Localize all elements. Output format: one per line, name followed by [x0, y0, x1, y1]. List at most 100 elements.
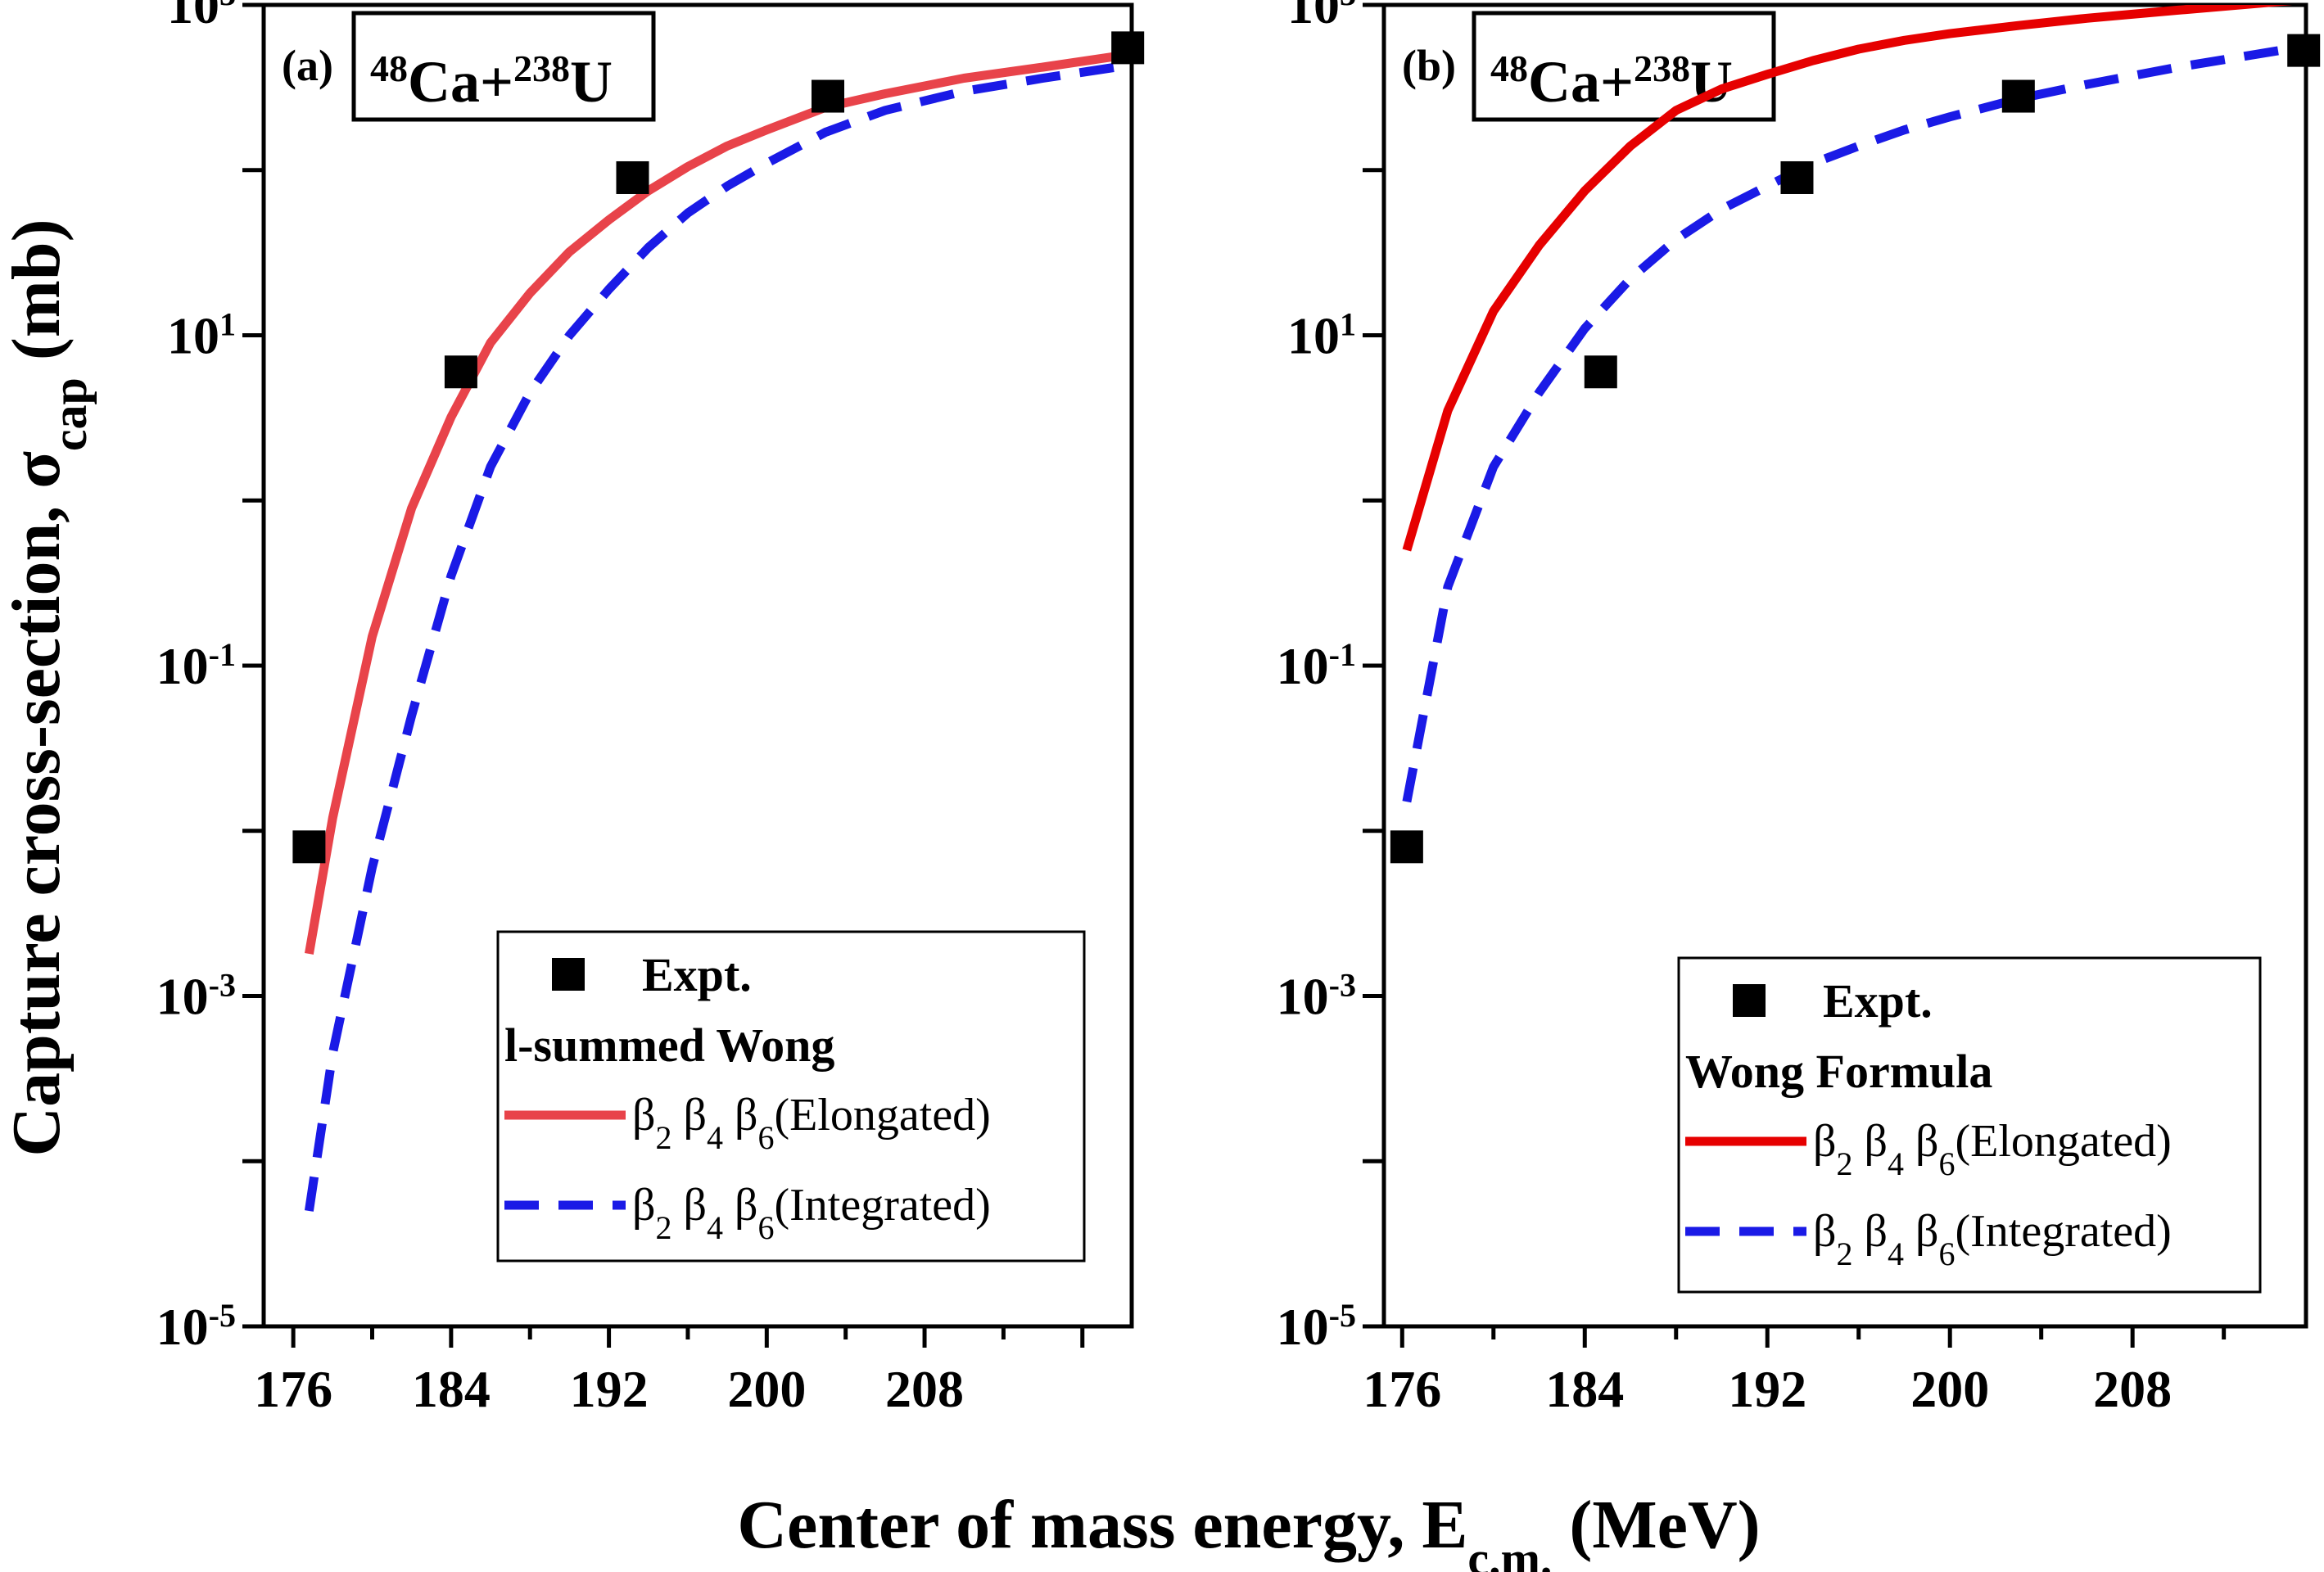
y-tick-exponent: 3: [219, 0, 236, 12]
legend-beta-sub: 2: [656, 1119, 672, 1156]
expt-point: [292, 830, 326, 864]
legend-beta-sub: 2: [1837, 1235, 1853, 1272]
x-tick-label: 176: [254, 1360, 332, 1418]
y-tick-exponent: -3: [1329, 966, 1356, 1003]
legend-beta-sub: 4: [1888, 1235, 1904, 1272]
panel-label: (a): [282, 41, 333, 90]
y-tick-base: 10: [156, 1298, 209, 1356]
x-tick-label: 200: [1910, 1360, 1989, 1418]
y-tick-label: 10-3: [156, 966, 236, 1026]
y-axis-title: Capture cross-section, σcap (mb): [0, 219, 97, 1156]
legend-beta: β: [723, 1180, 758, 1231]
expt-point: [1584, 355, 1617, 389]
legend-elongated-label: β2 β4 β6(Elongated): [1813, 1116, 2172, 1182]
panel-b: 17618419220020810310110-110-310-5(b)48Ca…: [1277, 0, 2321, 1418]
legend-beta: β: [672, 1180, 708, 1231]
legend-beta-sub: 4: [707, 1209, 723, 1246]
x-tick-label: 208: [2093, 1360, 2172, 1418]
reaction-label: 48Ca+238U: [370, 47, 613, 115]
legend-shape-type: (Elongated): [1956, 1116, 2172, 1167]
y-tick-base: 10: [1277, 968, 1329, 1026]
panel-a: 17618419220020810310110-110-310-5(a)48Ca…: [156, 0, 1145, 1418]
legend-beta: β: [672, 1090, 708, 1141]
y-tick-exponent: -5: [209, 1297, 236, 1334]
y-tick-label: 10-5: [1277, 1297, 1356, 1357]
legend-shape-type: (Integrated): [1956, 1206, 2172, 1257]
legend-shape-type: (Elongated): [775, 1090, 991, 1141]
y-tick-label: 103: [1287, 0, 1356, 34]
panel-label: (b): [1402, 41, 1456, 90]
reaction-target: U: [570, 49, 613, 115]
y-tick-label: 10-1: [156, 636, 236, 696]
series-elongated-line: [304, 50, 1129, 955]
legend-box: [496, 930, 1086, 1263]
x-axis-title: Center of mass energy, Ec.m. (MeV): [737, 1487, 1760, 1572]
x-tick-label: 192: [570, 1360, 649, 1418]
legend-expt-label: Expt.: [1823, 974, 1933, 1028]
y-tick-base: 10: [156, 637, 209, 695]
legend-beta-sub: 2: [656, 1209, 672, 1246]
x-tick-label: 192: [1728, 1360, 1806, 1418]
legend-beta: β: [1904, 1206, 1939, 1257]
y-axis-title-sub: cap: [43, 377, 97, 451]
legend-heading: Wong Formula: [1685, 1045, 1992, 1098]
y-axis-title-unit: (mb): [0, 219, 75, 377]
series-integrated-line: [304, 61, 1129, 1212]
y-tick-label: 10-5: [156, 1297, 236, 1357]
reaction-box: [351, 11, 656, 122]
expt-point: [1390, 830, 1423, 864]
y-tick-label: 103: [167, 0, 236, 34]
y-tick-base: 10: [1277, 637, 1329, 695]
legend-box: [1677, 956, 2262, 1294]
x-axis-title-main: Center of mass energy, E: [737, 1487, 1467, 1563]
legend-integrated-label: β2 β4 β6(Integrated): [632, 1180, 991, 1246]
legend-expt-marker: [1733, 984, 1766, 1017]
expt-point: [444, 355, 477, 389]
series-elongated-line: [1402, 5, 2293, 552]
legend-beta-sub: 6: [758, 1209, 775, 1246]
expt-point: [2001, 79, 2035, 113]
x-axis-title-sub: c.m.: [1467, 1532, 1552, 1572]
x-tick-label: 200: [727, 1360, 806, 1418]
y-axis-title-main: Capture cross-section, σ: [0, 451, 75, 1157]
legend-heading: l-summed Wong: [504, 1019, 834, 1072]
legend-shape-type: (Integrated): [775, 1180, 991, 1231]
y-tick-exponent: 3: [1340, 0, 1356, 12]
legend-beta-sub: 2: [1837, 1145, 1853, 1182]
y-tick-exponent: -1: [209, 636, 236, 673]
expt-point: [616, 160, 649, 194]
reaction-projectile: Ca+: [1528, 49, 1634, 115]
y-tick-label: 101: [167, 305, 236, 365]
legend-beta-sub: 6: [1939, 1145, 1956, 1182]
legend-beta: β: [723, 1090, 758, 1141]
expt-point: [812, 79, 844, 113]
legend-expt-marker: [552, 958, 585, 991]
y-tick-exponent: -3: [209, 966, 236, 1003]
legend-expt-label: Expt.: [642, 948, 752, 1001]
x-axis-title-unit: (MeV): [1552, 1487, 1760, 1563]
y-tick-exponent: -5: [1329, 1297, 1356, 1334]
reaction-mass-target: 238: [513, 47, 570, 89]
expt-point: [2287, 34, 2321, 67]
legend-beta-sub: 6: [758, 1119, 775, 1156]
series-integrated-line: [1402, 42, 2305, 803]
y-tick-base: 10: [1287, 307, 1340, 365]
legend-beta: β: [1853, 1116, 1888, 1167]
reaction-mass-projectile: 48: [370, 47, 408, 89]
y-tick-label: 10-3: [1277, 966, 1356, 1026]
y-tick-base: 10: [167, 0, 219, 34]
legend-integrated-label: β2 β4 β6(Integrated): [1813, 1206, 2172, 1272]
reaction-label: 48Ca+238U: [1490, 47, 1733, 115]
y-tick-base: 10: [1277, 1298, 1329, 1356]
reaction-mass-projectile: 48: [1490, 47, 1528, 89]
reaction-projectile: Ca+: [408, 49, 513, 115]
legend-beta: β: [632, 1090, 656, 1141]
legend-beta: β: [1853, 1206, 1888, 1257]
y-tick-base: 10: [156, 968, 209, 1026]
legend-beta-sub: 4: [1888, 1145, 1904, 1182]
y-tick-base: 10: [1287, 0, 1340, 34]
legend-beta: β: [1813, 1206, 1837, 1257]
